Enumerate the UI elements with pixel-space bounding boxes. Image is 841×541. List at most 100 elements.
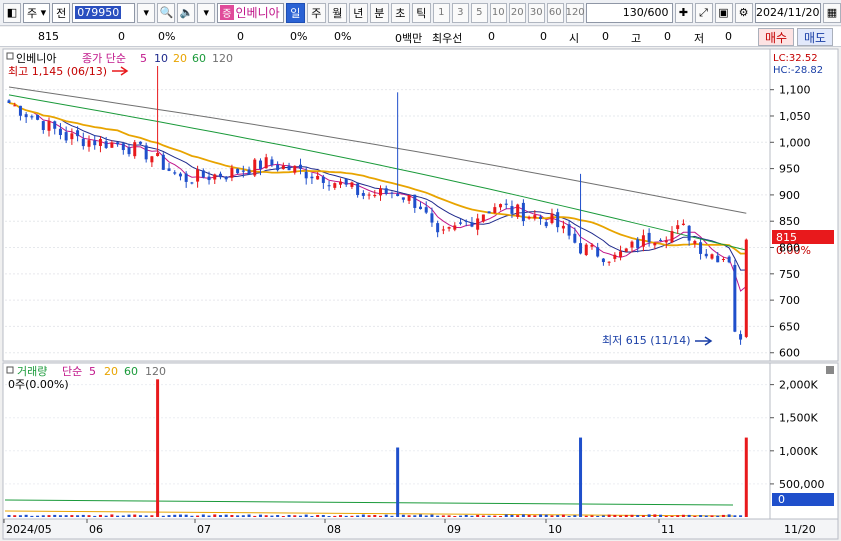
gear-icon[interactable]: ⚙ [734, 2, 753, 23]
volume-bar [396, 447, 400, 517]
volume-bar [453, 516, 457, 517]
x-tick-label: 11/20 [784, 523, 816, 536]
code-dropdown-icon[interactable]: ▾ [137, 2, 156, 23]
period-month[interactable]: 월 [327, 2, 347, 23]
interval-5[interactable]: 5 [470, 2, 488, 23]
candle-body [104, 141, 108, 148]
volume-close-icon[interactable] [826, 366, 834, 374]
interval-1[interactable]: 1 [432, 2, 450, 23]
candle-body [196, 169, 200, 182]
candle-body [150, 156, 154, 163]
period-minute[interactable]: 분 [369, 2, 389, 23]
price-ma20-label: 20 [173, 52, 187, 65]
layout-icon[interactable]: ◧ [3, 2, 21, 23]
candle-body [647, 232, 651, 243]
period-day[interactable]: 일 [285, 2, 305, 23]
candle-body [630, 241, 634, 248]
volume-tick-label: 1,000K [779, 445, 818, 458]
market-select[interactable]: 주 ▾ [23, 2, 51, 23]
volume-bar [93, 515, 97, 517]
period-tick[interactable]: 틱 [411, 2, 431, 23]
candle-body [550, 213, 554, 224]
volume-bar [510, 514, 514, 517]
volume-bar [356, 515, 360, 517]
volume-bar [58, 515, 62, 517]
volume-bar [464, 514, 468, 517]
history-dropdown-icon[interactable]: ▾ [197, 2, 216, 23]
crosshair-icon[interactable]: ✚ [674, 2, 693, 23]
volume-bar [379, 515, 382, 517]
volume-bar [196, 515, 200, 517]
candle-body [481, 214, 485, 222]
quote-price: 815 [38, 30, 59, 43]
interval-10[interactable]: 10 [489, 2, 507, 23]
candle-body [441, 229, 445, 231]
candle-body [396, 193, 400, 196]
price-panel-box-icon[interactable] [6, 52, 14, 60]
volume-bar [521, 514, 525, 517]
count-box[interactable]: 130/600 [586, 2, 673, 23]
toolbar: ◧ 주 ▾ 전 079950 ▾ 🔍 🔈 ▾ 증 인베니아 일 주 월 년 분 초… [0, 0, 841, 26]
sound-icon[interactable]: 🔈 [177, 2, 196, 23]
price-tick-label: 900 [779, 189, 800, 202]
interval-3[interactable]: 3 [451, 2, 469, 23]
code-input[interactable]: 079950 [72, 2, 136, 23]
stock-name-box[interactable]: 증 인베니아 [217, 2, 284, 23]
volume-bar [138, 515, 142, 517]
price-ma5-label: 5 [140, 52, 147, 65]
volume-bar [550, 515, 554, 517]
candle-body [356, 183, 360, 196]
volume-bar [87, 515, 91, 517]
candle-body [293, 165, 297, 173]
candle-body [367, 194, 371, 196]
period-second[interactable]: 초 [390, 2, 410, 23]
period-year[interactable]: 년 [348, 2, 368, 23]
price-tick-label: 650 [779, 320, 800, 333]
buy-button[interactable]: 매수 [758, 28, 794, 46]
volume-bar [664, 515, 668, 517]
volume-bar [7, 514, 11, 517]
x-tick-label: 10 [548, 523, 562, 536]
price-ma60-label: 60 [192, 52, 206, 65]
volume-bar [636, 515, 640, 517]
candle-body [258, 160, 262, 169]
volume-bar [230, 514, 234, 517]
volume-tick-label: 500,000 [779, 478, 825, 491]
volume-tick-label: 2,000K [779, 379, 818, 392]
save-icon[interactable]: ▣ [714, 2, 733, 23]
search-icon[interactable]: 🔍 [157, 2, 176, 23]
order-type-select[interactable]: 전 [52, 2, 71, 23]
candle-body [316, 175, 320, 180]
candle-body [584, 244, 588, 256]
sell-button[interactable]: 매도 [797, 28, 833, 46]
ma60-line [8, 94, 747, 251]
interval-60[interactable]: 60 [546, 2, 564, 23]
volume-bar [104, 515, 108, 517]
candle-body [241, 170, 245, 172]
candle-body [430, 213, 434, 223]
volume-bar [156, 379, 160, 517]
quote-open-label: 시 [569, 32, 580, 45]
date-input[interactable]: 2024/11/20 [754, 2, 821, 23]
candle-body [527, 217, 531, 219]
volume-bar [24, 514, 28, 517]
interval-30[interactable]: 30 [527, 2, 545, 23]
candle-body [516, 204, 520, 217]
stock-name: 인베니아 [235, 6, 280, 20]
volume-current: 0주(0.00%) [8, 378, 69, 391]
candle-body [333, 183, 337, 188]
candle-body [327, 185, 331, 187]
candle-body [133, 142, 137, 157]
price-tick-label: 1,100 [779, 84, 811, 97]
chart-type-icon[interactable]: ⤢ [694, 2, 713, 23]
interval-20[interactable]: 20 [508, 2, 526, 23]
period-week[interactable]: 주 [306, 2, 326, 23]
volume-bar [733, 515, 737, 517]
volume-panel-box-icon[interactable] [6, 366, 14, 374]
candle-body [544, 222, 548, 227]
interval-120[interactable]: 120 [566, 2, 585, 23]
candle-body [704, 253, 708, 257]
candle-body [218, 173, 222, 178]
candle-body [41, 121, 45, 130]
